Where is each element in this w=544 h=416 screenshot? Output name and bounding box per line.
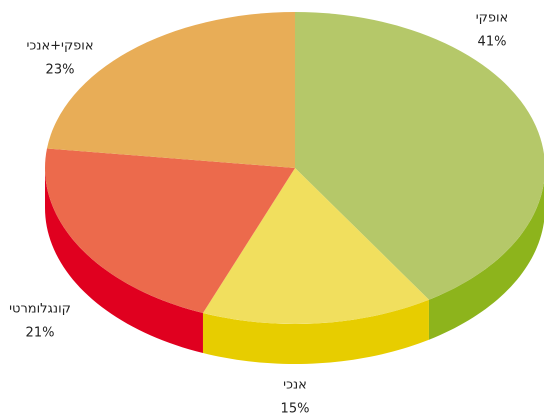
- slice-value-label: 23%: [46, 63, 75, 78]
- slice: [202, 168, 429, 324]
- slice-value-label: 41%: [478, 35, 507, 50]
- slice-value-label: 21%: [26, 326, 55, 341]
- slice-side: [202, 299, 429, 364]
- slice: [45, 148, 296, 314]
- slice: [46, 12, 295, 168]
- slice-label: אופקי+אנכי: [26, 39, 93, 54]
- slice-label: קונגלומרטי: [9, 302, 71, 317]
- slice-side: [428, 181, 544, 340]
- slice-value-label: 15%: [281, 402, 310, 416]
- slice-side: [45, 168, 203, 354]
- slice: [295, 12, 544, 300]
- slice-label: אופקי: [476, 11, 508, 26]
- slice-label: אנכי: [283, 378, 307, 393]
